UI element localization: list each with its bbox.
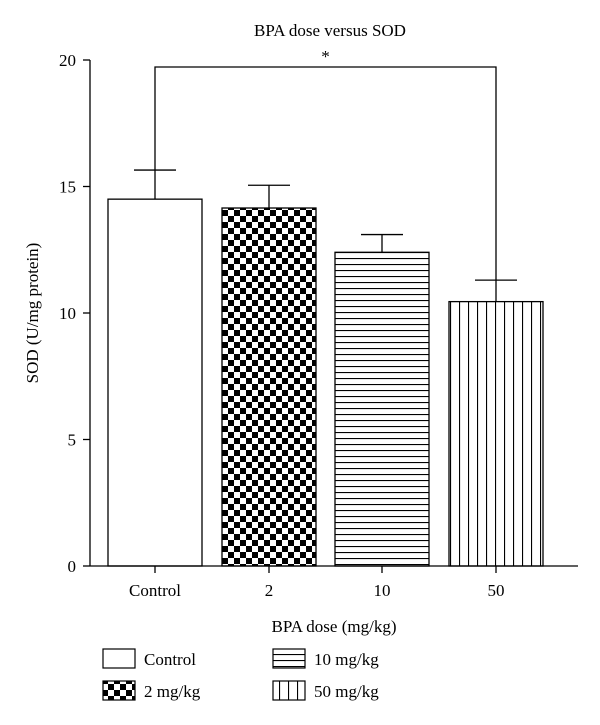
legend-swatch bbox=[102, 680, 136, 701]
x-axis-label: BPA dose (mg/kg) bbox=[271, 617, 396, 636]
significance-marker: * bbox=[321, 47, 330, 66]
y-tick-label: 15 bbox=[59, 178, 76, 197]
x-tick-label: 2 bbox=[265, 581, 274, 600]
legend-swatch bbox=[272, 648, 306, 669]
x-tick-label: 50 bbox=[488, 581, 505, 600]
bar-control bbox=[107, 198, 203, 567]
y-tick-label: 5 bbox=[68, 431, 77, 450]
x-tick-label: Control bbox=[129, 581, 181, 600]
legend-swatch bbox=[272, 680, 306, 701]
legend-label: 10 mg/kg bbox=[314, 650, 379, 669]
legend: Control 2 mg/kg 10 mg/kg 50 mg/kg bbox=[102, 648, 379, 701]
x-ticks: Control 2 10 50 bbox=[129, 566, 505, 600]
legend-label: 50 mg/kg bbox=[314, 682, 379, 701]
legend-swatch bbox=[102, 648, 136, 669]
significance-bracket: * bbox=[154, 47, 497, 281]
y-tick-label: 10 bbox=[59, 304, 76, 323]
legend-label: 2 mg/kg bbox=[144, 682, 201, 701]
bar-2 bbox=[221, 207, 317, 567]
legend-label: Control bbox=[144, 650, 196, 669]
bars bbox=[107, 198, 544, 567]
bar-10 bbox=[334, 251, 430, 567]
significance-line bbox=[154, 66, 497, 281]
x-tick-label: 10 bbox=[374, 581, 391, 600]
y-tick-label: 20 bbox=[59, 51, 76, 70]
y-axis: 0 5 10 15 20 bbox=[59, 51, 91, 576]
chart-title: BPA dose versus SOD bbox=[254, 21, 406, 40]
y-axis-label: SOD (U/mg protein) bbox=[23, 243, 42, 384]
y-tick-label: 0 bbox=[68, 557, 77, 576]
bar-50 bbox=[448, 300, 544, 567]
